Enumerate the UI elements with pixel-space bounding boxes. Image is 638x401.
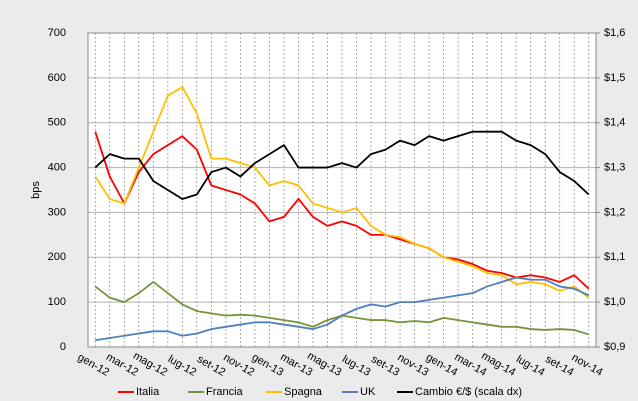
legend-label: Francia [206,386,244,398]
y2-tick-label: $1,4 [604,117,625,129]
y2-tick-label: $1,5 [604,72,625,84]
y2-tick-label: $0,9 [604,341,625,353]
y-tick-label: 400 [48,161,66,173]
y-tick-label: 200 [48,251,66,263]
y-tick-label: 600 [48,72,66,84]
y-tick-label: 0 [60,341,66,353]
x-tick-label: set-14 [543,353,575,379]
x-tick-label: set-13 [369,353,401,379]
x-tick-label: nov-13 [395,352,430,379]
x-tick-label: lug-13 [340,353,372,379]
y2-tick-label: $1,0 [604,296,625,308]
x-tick-label: lug-12 [166,353,198,379]
plot-border [87,32,597,348]
y2-tick-label: $1,1 [604,251,625,263]
y-tick-label: 100 [48,296,66,308]
y2-tick-label: $1,6 [604,27,625,39]
legend-label: Spagna [284,386,323,398]
y-tick-label: 300 [48,206,66,218]
series-line [95,276,590,342]
legend-label: UK [360,386,376,398]
y-tick-label: 700 [48,27,66,39]
legend-label: Cambio €/$ (scala dx) [415,386,522,398]
x-tick-label: nov-14 [570,352,605,379]
x-tick-label: gen-13 [250,351,286,379]
series-line [94,130,590,200]
y-axis-label: bps [30,181,42,199]
legend-label: Italia [136,386,160,398]
x-tick-label: lug-14 [514,353,546,379]
x-tick-label: gen-14 [424,351,460,379]
x-tick-label: nov-12 [221,352,256,379]
series-line [94,85,590,299]
x-tick-label: gen-12 [76,351,112,379]
x-tick-label: set-12 [195,353,227,379]
y-tick-label: 500 [48,117,66,129]
y2-tick-label: $1,3 [604,161,625,173]
y2-tick-label: $1,2 [604,206,625,218]
series-line [94,131,590,290]
